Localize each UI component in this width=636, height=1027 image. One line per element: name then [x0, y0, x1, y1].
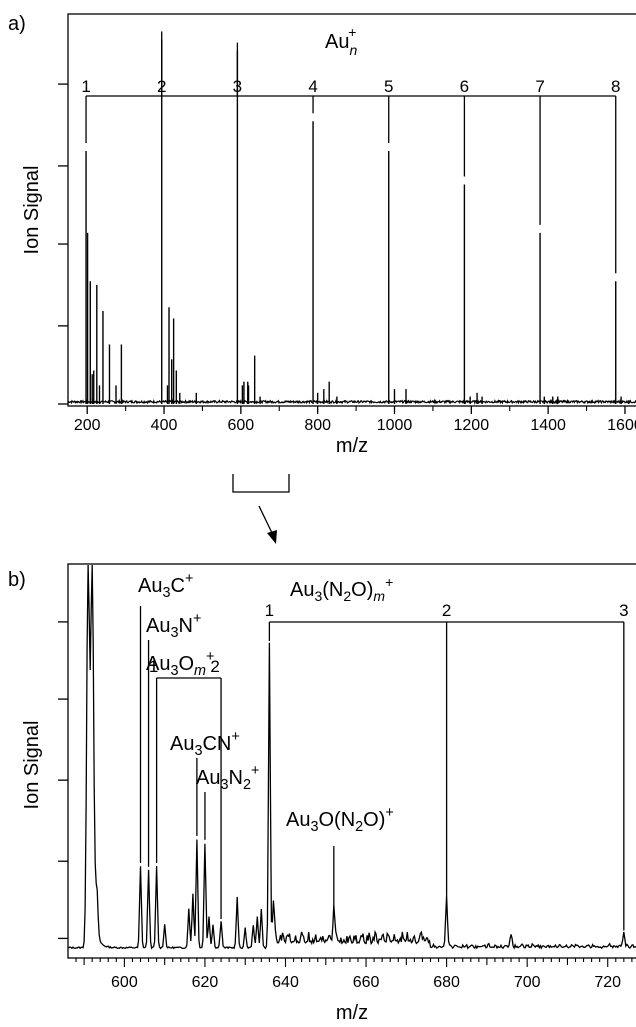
panel-b-x-tick-label: 700	[514, 974, 541, 991]
panel-a-cluster-label: 5	[384, 77, 393, 96]
panel-b-x-tick-label: 680	[433, 974, 460, 991]
panel-b-series-title: Au3(N2O)m+	[290, 574, 393, 604]
panel-b-x-tick-label: 600	[111, 974, 138, 991]
panel-a: a) Aun+ 12345678 20040060080010001200140…	[8, 13, 636, 544]
panel-b-annotation-label: Au3CN+	[170, 729, 240, 759]
panel-b-x-label: m/z	[336, 1002, 368, 1024]
panel-b-ao-label: 1	[149, 657, 158, 676]
panel-a-x-tick-label: 1400	[530, 417, 566, 434]
panel-a-x-tick-label: 800	[304, 417, 331, 434]
panel-a-x-tick-label: 1200	[454, 417, 490, 434]
panel-a-y-axis	[58, 83, 68, 405]
panel-b-n2o-label: 2	[442, 601, 451, 620]
panel-b-y-label: Ion Signal	[21, 721, 43, 810]
panel-a-x-label: m/z	[336, 435, 368, 457]
panel-a-cluster-label: 8	[611, 77, 620, 96]
panel-a-x-tick-label: 1600	[607, 417, 636, 434]
panel-b-annotation-label: Au3N2+	[196, 763, 259, 793]
panel-b-annotations: Au3C+ Au3N+ Au3Om+ Au3CN+ Au3N2+ Au3O(N2O)+ 1 2…	[138, 571, 629, 931]
panel-a-frame	[67, 13, 636, 407]
panel-a-cluster-label: 1	[81, 77, 90, 96]
panel-b-n2o-label: 1	[265, 601, 274, 620]
panel-b-trace	[67, 564, 636, 950]
panel-b-annotation-label: Au3O(N2O)+	[286, 805, 394, 835]
panel-b-annotation-label: Au3C+	[138, 571, 193, 601]
zoom-range-bracket	[232, 474, 290, 493]
panel-b-x-tick-label: 660	[353, 974, 380, 991]
panel-a-label: a)	[8, 13, 26, 35]
panel-b-y-axis	[58, 621, 68, 940]
panel-b-ao-label: 2	[210, 657, 219, 676]
panel-b-x-tick-label: 640	[272, 974, 299, 991]
panel-b-n2o-label: 3	[619, 601, 628, 620]
panel-a-x-axis: 200 400 600 800 1000 1200 1400 1600	[74, 406, 636, 434]
panel-a-x-tick-label: 200	[74, 417, 101, 434]
zoom-arrow-head-icon	[267, 530, 277, 544]
panel-b-spectrum	[67, 564, 636, 950]
panel-a-x-tick-label: 600	[227, 417, 254, 434]
panel-b-annotation-label: Au3N+	[146, 611, 201, 641]
panel-a-x-tick-label: 1000	[377, 417, 413, 434]
zoom-arrow-line	[258, 505, 274, 536]
panel-b-x-tick-label: 620	[192, 974, 219, 991]
panel-a-baseline	[67, 398, 636, 405]
panel-a-y-label: Ion Signal	[21, 166, 43, 255]
panel-a-x-tick-label: 400	[151, 417, 178, 434]
panel-a-cluster-label: 4	[308, 77, 317, 96]
panel-b-x-axis: 600 620 640 660 680 700 720	[75, 958, 633, 991]
panel-b: b) Au3C+ Au3N+ Au3Om+ Au3CN+ Au3N2+ Au3O(N2O)…	[8, 563, 636, 1024]
panel-a-cluster-label: 7	[535, 77, 544, 96]
panel-a-series-title: Aun+	[325, 24, 357, 58]
panel-b-x-tick-label: 720	[594, 974, 621, 991]
panel-b-label: b)	[8, 569, 26, 591]
panel-a-cluster-bracket: 12345678	[81, 31, 620, 274]
panel-b-annotation-label: Au3Om+	[146, 649, 214, 679]
panel-a-spectrum	[67, 39, 636, 405]
panel-a-cluster-label: 6	[460, 77, 469, 96]
